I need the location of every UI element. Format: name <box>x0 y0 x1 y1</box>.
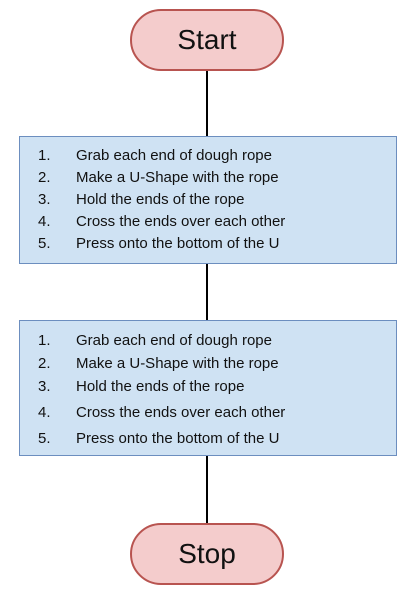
step-number: 5. <box>38 430 51 447</box>
step-text: Grab each end of dough rope <box>76 332 272 349</box>
list-item: 2. Make a U-Shape with the rope <box>38 353 390 376</box>
step-number: 4. <box>38 213 51 230</box>
step-text: Press onto the bottom of the U <box>76 430 280 447</box>
connector-start-to-process <box>206 71 208 136</box>
step-text: Hold the ends of the rope <box>76 191 245 208</box>
step-number: 2. <box>38 169 51 186</box>
step-number: 3. <box>38 378 51 395</box>
list-item: 4. Cross the ends over each other <box>38 211 390 233</box>
step-text: Cross the ends over each other <box>76 213 286 230</box>
steps-list-bottom: 1. Grab each end of dough rope 2. Make a… <box>38 330 390 451</box>
step-number: 1. <box>38 147 51 164</box>
start-label: Start <box>177 24 237 55</box>
process-box-bottom: 1. Grab each end of dough rope 2. Make a… <box>19 320 397 456</box>
step-text: Cross the ends over each other <box>76 404 286 421</box>
connector-process-to-process <box>206 264 208 320</box>
step-text: Make a U-Shape with the rope <box>76 169 279 186</box>
stop-label: Stop <box>178 538 236 569</box>
connector-process-to-stop <box>206 456 208 523</box>
step-number: 5. <box>38 235 51 252</box>
list-item: 5. Press onto the bottom of the U <box>38 428 390 451</box>
list-item: 1. Grab each end of dough rope <box>38 330 390 353</box>
step-text: Make a U-Shape with the rope <box>76 355 279 372</box>
step-number: 2. <box>38 355 51 372</box>
step-text: Grab each end of dough rope <box>76 147 272 164</box>
list-item: 1. Grab each end of dough rope <box>38 145 390 167</box>
stop-terminal: Stop <box>130 523 284 585</box>
list-item: 3. Hold the ends of the rope <box>38 189 390 211</box>
start-terminal: Start <box>130 9 284 71</box>
list-item: 4. Cross the ends over each other <box>38 402 390 428</box>
list-item: 2. Make a U-Shape with the rope <box>38 167 390 189</box>
step-text: Press onto the bottom of the U <box>76 235 280 252</box>
step-number: 4. <box>38 404 51 421</box>
step-number: 1. <box>38 332 51 349</box>
list-item: 3. Hold the ends of the rope <box>38 376 390 402</box>
step-number: 3. <box>38 191 51 208</box>
steps-list-top: 1. Grab each end of dough rope 2. Make a… <box>38 145 390 255</box>
process-box-top: 1. Grab each end of dough rope 2. Make a… <box>19 136 397 264</box>
step-text: Hold the ends of the rope <box>76 378 245 395</box>
list-item: 5. Press onto the bottom of the U <box>38 233 390 255</box>
